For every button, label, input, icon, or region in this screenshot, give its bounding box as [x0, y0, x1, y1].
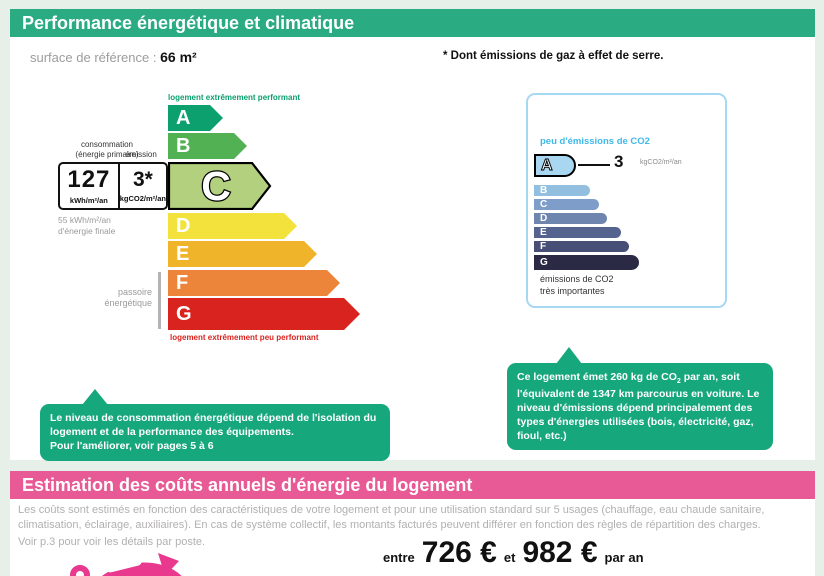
cost-max-amount: 982 € — [522, 536, 598, 569]
piggy-bank-icon — [66, 549, 191, 576]
co2-class-bar-B: B — [534, 185, 590, 196]
co2-class-bar-E: E — [534, 227, 621, 238]
consumption-unit: kWh/m²/an — [69, 195, 108, 205]
energy-values-box: 127 kWh/m²/an 3* kgCO2/m²/an — [58, 162, 168, 210]
energy-callout: Le niveau de consommation énergétique dé… — [40, 404, 390, 461]
energy-class-arrow-B: B — [168, 133, 247, 159]
emission-unit: kgCO2/m²/an — [119, 194, 166, 203]
energy-class-arrow-C: C — [168, 162, 272, 210]
final-energy-note: 55 kWh/m²/an d'énergie finale — [58, 215, 116, 237]
co2-class-bar-G: G — [534, 255, 639, 270]
emission-value-cell: 3* kgCO2/m²/an — [120, 164, 166, 208]
co2-pointer-line — [578, 164, 610, 166]
surface-value: 66 — [160, 49, 176, 65]
energy-class-arrow-A: A — [168, 105, 223, 131]
cost-per-year-label: par an — [604, 550, 644, 565]
surface-label: surface de référence : — [30, 50, 157, 65]
costs-title: Estimation des coûts annuels d'énergie d… — [22, 475, 473, 495]
co2-value: 3 — [614, 152, 624, 171]
costs-see-details: Voir p.3 pour voir les détails par poste… — [18, 535, 206, 548]
cost-between-label: entre — [383, 550, 415, 565]
co2-callout-pointer — [556, 347, 582, 364]
consumption-value: 127 — [67, 165, 111, 193]
ghg-asterisk-note: * Dont émissions de gaz à effet de serre… — [443, 50, 664, 62]
co2-scale-footer: émissions de CO2 très importantes — [540, 274, 614, 296]
section-header-performance: Performance énergétique et climatique — [10, 9, 815, 37]
energy-class-arrow-G: G — [168, 298, 360, 330]
co2-unit: kgCO2/m²/an — [640, 159, 682, 166]
reference-surface: surface de référence : 66 m² — [30, 49, 197, 65]
performance-title: Performance énergétique et climatique — [22, 13, 355, 33]
energy-class-arrow-F: F — [168, 270, 340, 296]
emission-label: émission — [125, 150, 157, 159]
surface-unit: m² — [179, 49, 197, 65]
consumption-value-cell: 127 kWh/m²/an — [60, 164, 120, 208]
costs-paragraph: Les coûts sont estimés en fonction des c… — [18, 504, 765, 531]
co2-callout: Ce logement émet 260 kg de CO2 par an, s… — [507, 363, 773, 451]
co2-class-bar-F: F — [534, 241, 629, 252]
energy-sieve-bracket — [158, 272, 161, 329]
co2-class-bar-C: C — [534, 199, 599, 210]
energy-class-arrow-D: D — [168, 213, 297, 239]
consumption-label: consommation (énergie primaire) — [75, 140, 139, 159]
cost-and-label: et — [503, 550, 516, 565]
co2-class-bar-D: D — [534, 213, 607, 224]
emission-value: 3* — [132, 168, 153, 191]
cost-min-amount: 726 € — [421, 536, 497, 569]
co2-class-bar-A: A — [534, 154, 576, 177]
energy-scale-bottom-label: logement extrêmement peu performant — [170, 333, 319, 342]
energy-callout-pointer — [82, 389, 108, 405]
energy-class-arrow-E: E — [168, 241, 317, 267]
energy-scale-top-label: logement extrêmement performant — [168, 93, 301, 102]
co2-scale-title: peu d'émissions de CO2 — [540, 136, 650, 147]
costs-description: Les coûts sont estimés en fonction des c… — [18, 503, 806, 552]
svg-text:C: C — [201, 163, 231, 209]
section-header-costs: Estimation des coûts annuels d'énergie d… — [10, 471, 815, 499]
annual-cost-range: entre 726 € et 982 € par an — [383, 536, 644, 570]
energy-sieve-label: passoire énergétique — [104, 287, 152, 309]
